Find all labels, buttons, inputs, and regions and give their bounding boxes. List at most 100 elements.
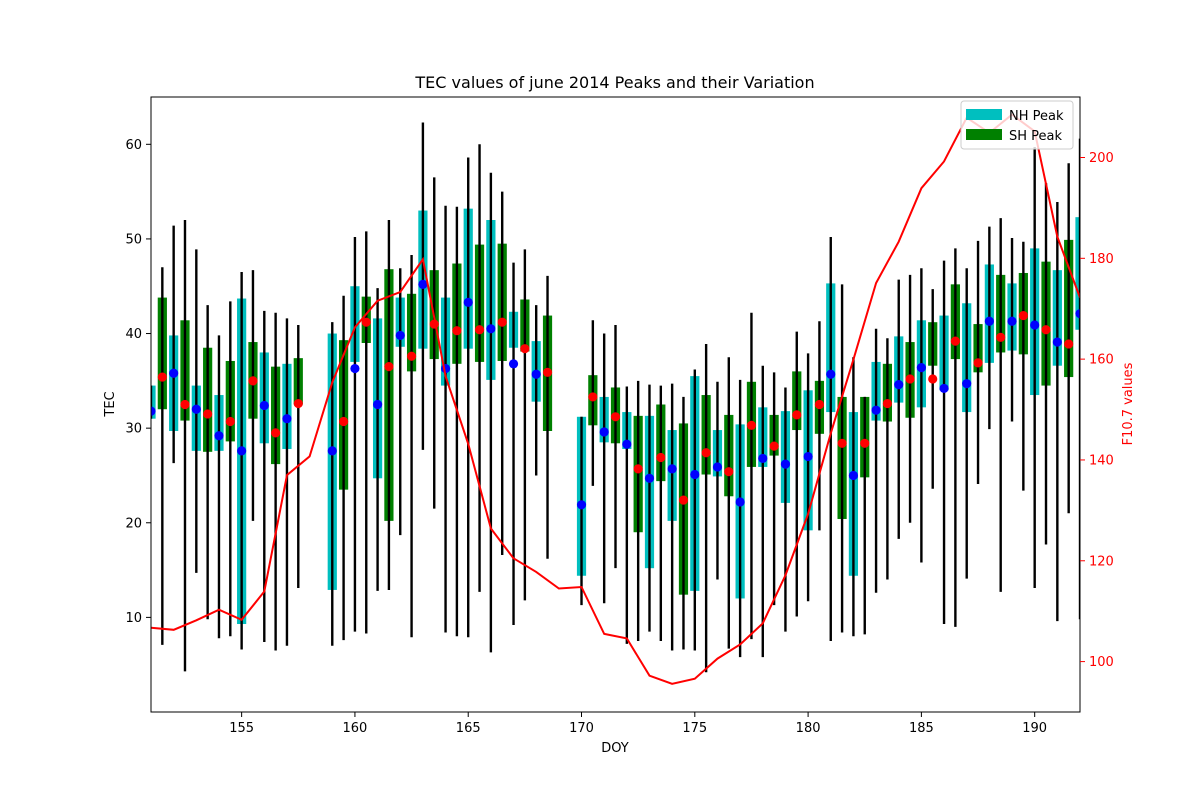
- y-right-tick-label: 140: [1089, 453, 1114, 468]
- nh-peak-mean-point: [191, 404, 201, 414]
- sh-peak-mean-point: [905, 374, 915, 384]
- sh-peak-mean-point: [701, 448, 711, 458]
- legend-swatch-nh: [966, 109, 1002, 120]
- legend-label-nh: NH Peak: [1009, 109, 1064, 124]
- y-axis-right-label: F10.7 values: [1121, 362, 1136, 445]
- legend-label-sh: SH Peak: [1009, 129, 1063, 144]
- nh-peak-mean-point: [644, 473, 655, 483]
- nh-peak-mean-point: [214, 431, 224, 441]
- nh-peak-mean-point: [848, 470, 859, 481]
- nh-peak-mean-point: [151, 406, 156, 416]
- x-axis-label: DOY: [601, 741, 629, 756]
- nh-peak-mean-point: [1030, 320, 1040, 330]
- sh-peak-mean-point: [1064, 339, 1074, 349]
- x-tick-label: 170: [569, 721, 594, 736]
- nh-peak-mean-point: [984, 316, 994, 326]
- sh-peak-mean-point: [950, 336, 960, 346]
- sh-peak-mean-point: [882, 398, 893, 409]
- sh-peak-mean-point: [724, 467, 734, 477]
- sh-peak-mean-point: [474, 325, 485, 335]
- sh-peak-mean-point: [746, 420, 757, 430]
- plot-frame: [150, 96, 1081, 713]
- nh-peak-bar: [1075, 217, 1080, 330]
- y-tick-label: 40: [125, 327, 142, 342]
- nh-peak-mean-point: [735, 497, 745, 507]
- y-tick-label: 30: [125, 422, 142, 437]
- sh-peak-mean-point: [203, 409, 213, 419]
- plot-area: 155 160 165 170 175 180 185 190 10 20 30 40 50 60 100 1…: [125, 96, 1114, 736]
- sh-peak-mean-point: [610, 412, 621, 422]
- sh-peak-mean-point: [225, 416, 235, 427]
- chart-title: TEC values of june 2014 Peaks and their …: [414, 73, 814, 92]
- sh-peak-mean-point: [860, 438, 870, 448]
- sh-peak-mean-point: [271, 428, 281, 438]
- y-axis-label: TEC: [103, 391, 118, 417]
- sh-peak-mean-point: [452, 326, 462, 336]
- sh-peak-mean-point: [542, 367, 553, 377]
- nh-peak-mean-point: [463, 297, 473, 307]
- sh-peak-mean-point: [406, 351, 417, 361]
- sh-peak-mean-point: [520, 344, 530, 354]
- nh-peak-mean-point: [780, 459, 791, 469]
- plot-data: [151, 113, 1080, 685]
- nh-peak-mean-point: [418, 279, 428, 289]
- y-right-tick-label: 120: [1089, 554, 1114, 569]
- f107-line: [151, 113, 1080, 685]
- nh-peak-mean-point: [712, 462, 723, 472]
- sh-peak-mean-point: [633, 464, 643, 474]
- sh-peak-mean-point: [497, 317, 507, 327]
- sh-peak-mean-point: [769, 441, 779, 451]
- sh-peak-mean-point: [837, 438, 847, 448]
- x-tick-label: 180: [796, 721, 821, 736]
- legend: NH Peak SH Peak: [960, 100, 1074, 150]
- sh-peak-mean-point: [656, 452, 666, 463]
- nh-peak-mean-point: [237, 446, 247, 456]
- sh-peak-mean-point: [996, 332, 1006, 342]
- sh-peak-mean-point: [1041, 325, 1051, 335]
- sh-peak-mean-point: [180, 399, 190, 410]
- sh-peak-mean-point: [973, 358, 983, 368]
- nh-peak-mean-point: [803, 451, 813, 462]
- nh-peak-mean-point: [962, 379, 972, 389]
- nh-peak-mean-point: [667, 464, 677, 474]
- sh-peak-mean-point: [157, 372, 167, 382]
- y-tick-label: 50: [125, 232, 142, 247]
- nh-peak-mean-point: [916, 363, 926, 373]
- y-right-tick-label: 180: [1089, 252, 1114, 267]
- sh-peak-mean-point: [678, 495, 689, 505]
- sh-peak-mean-point: [338, 416, 349, 427]
- nh-peak-mean-point: [599, 427, 609, 437]
- nh-peak-mean-point: [894, 380, 904, 390]
- nh-peak-bar: [151, 385, 156, 419]
- nh-peak-mean-point: [1075, 309, 1080, 319]
- nh-peak-mean-point: [871, 405, 881, 415]
- nh-peak-mean-point: [758, 453, 768, 464]
- x-tick-label: 165: [456, 721, 481, 736]
- nh-peak-mean-point: [939, 383, 949, 394]
- nh-peak-mean-point: [622, 439, 632, 449]
- nh-peak-mean-point: [372, 399, 383, 410]
- y-right-tick-label: 100: [1089, 655, 1114, 670]
- sh-peak-mean-point: [814, 399, 825, 410]
- x-tick-label: 160: [343, 721, 368, 736]
- x-tick-label: 185: [909, 721, 934, 736]
- nh-peak-mean-point: [1007, 316, 1017, 326]
- nh-peak-mean-point: [395, 330, 405, 341]
- x-tick-label: 155: [229, 721, 254, 736]
- sh-peak-mean-point: [293, 398, 303, 409]
- nh-peak-mean-point: [826, 369, 836, 379]
- nh-peak-mean-point: [282, 414, 292, 424]
- sh-peak-mean-point: [361, 317, 371, 327]
- nh-peak-mean-point: [327, 446, 337, 456]
- nh-peak-mean-point: [1052, 337, 1062, 347]
- nh-peak-mean-point: [576, 500, 587, 510]
- nh-peak-mean-point: [690, 469, 700, 480]
- y-tick-label: 10: [125, 611, 142, 626]
- nh-peak-mean-point: [259, 400, 269, 411]
- nh-peak-mean-point: [508, 359, 519, 369]
- nh-peak-mean-point: [531, 369, 541, 379]
- nh-peak-mean-point: [486, 324, 496, 334]
- y-right-tick-label: 160: [1089, 353, 1114, 368]
- sh-peak-mean-point: [792, 410, 802, 420]
- nh-peak-mean-point: [350, 363, 360, 374]
